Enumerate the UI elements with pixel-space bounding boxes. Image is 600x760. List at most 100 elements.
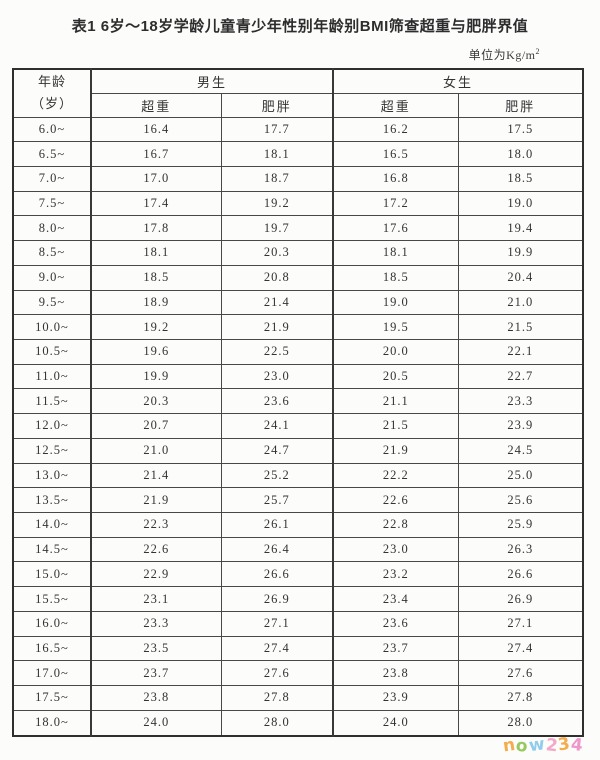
cell-boy_ow: 22.6 [90, 536, 222, 563]
header-boys-obese: 肥胖 [220, 92, 335, 118]
cell-boy_ow: 17.8 [90, 215, 222, 242]
cell-girl_ow: 23.2 [332, 561, 459, 588]
cell-age: 9.5~ [12, 289, 92, 316]
cell-age: 10.0~ [12, 314, 92, 340]
table-row: 11.5~ 20.3 23.6 21.1 23.3 [12, 388, 584, 415]
cell-boy_ow: 18.5 [90, 264, 222, 291]
table-header: 年龄 （岁） 男生 女生 超重 肥胖 超重 肥胖 [12, 68, 584, 118]
cell-girl_ow: 21.9 [332, 437, 459, 464]
cell-girl_ob: 27.1 [457, 610, 584, 637]
cell-age: 18.0~ [12, 709, 92, 737]
cell-age: 16.0~ [12, 610, 92, 637]
cell-girl_ob: 17.5 [457, 116, 584, 143]
cell-age: 8.0~ [12, 215, 92, 242]
cell-boy_ow: 21.4 [90, 462, 222, 489]
cell-girl_ow: 19.0 [332, 289, 459, 316]
cell-boy_ow: 17.4 [90, 190, 222, 217]
cell-boy_ow: 22.3 [90, 512, 222, 538]
cell-boy_ow: 24.0 [90, 709, 222, 737]
cell-boy_ob: 20.8 [220, 264, 335, 291]
cell-girl_ow: 18.1 [332, 240, 459, 266]
cell-girl_ow: 21.1 [332, 388, 459, 415]
cell-boy_ow: 18.9 [90, 289, 222, 316]
cell-boy_ob: 26.9 [220, 586, 335, 612]
unit-superscript: 2 [535, 47, 540, 56]
cell-girl_ow: 17.6 [332, 215, 459, 242]
table-row: 6.0~ 16.4 17.7 16.2 17.5 [12, 116, 584, 143]
cell-girl_ob: 22.7 [457, 363, 584, 390]
table-row: 8.5~ 18.1 20.3 18.1 19.9 [12, 240, 584, 266]
cell-age: 17.5~ [12, 685, 92, 711]
table-row: 9.0~ 18.5 20.8 18.5 20.4 [12, 264, 584, 291]
table-body: 6.0~ 16.4 17.7 16.2 17.5 6.5~ 16.7 18.1 16.5 18.0… [12, 116, 584, 737]
cell-girl_ow: 24.0 [332, 709, 459, 737]
cell-boy_ow: 18.1 [90, 240, 222, 266]
table-row: 17.0~ 23.7 27.6 23.8 27.6 [12, 660, 584, 687]
cell-boy_ob: 26.6 [220, 561, 335, 588]
cell-boy_ob: 25.7 [220, 487, 335, 513]
cell-girl_ob: 25.0 [457, 462, 584, 489]
cell-girl_ob: 27.6 [457, 660, 584, 687]
cell-age: 10.5~ [12, 338, 92, 365]
cell-girl_ow: 16.2 [332, 116, 459, 143]
cell-age: 11.0~ [12, 363, 92, 390]
cell-age: 14.0~ [12, 512, 92, 538]
cell-age: 15.0~ [12, 561, 92, 588]
cell-boy_ob: 26.1 [220, 512, 335, 538]
cell-boy_ow: 21.9 [90, 487, 222, 513]
cell-girl_ob: 23.3 [457, 388, 584, 415]
cell-age: 12.5~ [12, 437, 92, 464]
cell-girl_ow: 20.5 [332, 363, 459, 390]
cell-age: 14.5~ [12, 536, 92, 563]
cell-girl_ow: 19.5 [332, 314, 459, 340]
cell-age: 6.5~ [12, 141, 92, 167]
cell-boy_ob: 22.5 [220, 338, 335, 365]
cell-boy_ow: 23.5 [90, 635, 222, 662]
cell-boy_ob: 24.1 [220, 413, 335, 439]
cell-girl_ob: 22.1 [457, 338, 584, 365]
cell-boy_ob: 23.6 [220, 388, 335, 415]
cell-boy_ob: 28.0 [220, 709, 335, 737]
cell-boy_ob: 17.7 [220, 116, 335, 143]
cell-age: 15.5~ [12, 586, 92, 612]
cell-boy_ob: 20.3 [220, 240, 335, 266]
cell-boy_ob: 19.7 [220, 215, 335, 242]
watermark-logo: now234 [502, 734, 585, 757]
watermark-letter: 4 [570, 734, 585, 757]
cell-girl_ow: 23.9 [332, 685, 459, 711]
cell-boy_ob: 27.8 [220, 685, 335, 711]
cell-girl_ob: 21.5 [457, 314, 584, 340]
cell-age: 12.0~ [12, 413, 92, 439]
table-row: 14.5~ 22.6 26.4 23.0 26.3 [12, 536, 584, 563]
cell-boy_ow: 23.1 [90, 586, 222, 612]
cell-boy_ob: 26.4 [220, 536, 335, 563]
cell-girl_ow: 23.7 [332, 635, 459, 662]
table-row: 16.0~ 23.3 27.1 23.6 27.1 [12, 610, 584, 637]
unit-text: 单位为Kg/m [468, 48, 536, 62]
cell-girl_ob: 28.0 [457, 709, 584, 737]
cell-girl_ow: 22.8 [332, 512, 459, 538]
cell-boy_ob: 23.0 [220, 363, 335, 390]
cell-girl_ob: 19.0 [457, 190, 584, 217]
header-girls: 女生 [332, 68, 584, 94]
cell-girl_ob: 26.9 [457, 586, 584, 612]
cell-girl_ob: 23.9 [457, 413, 584, 439]
cell-boy_ob: 18.1 [220, 141, 335, 167]
cell-age: 7.0~ [12, 165, 92, 192]
table-row: 17.5~ 23.8 27.8 23.9 27.8 [12, 685, 584, 711]
table-row: 7.5~ 17.4 19.2 17.2 19.0 [12, 190, 584, 217]
cell-age: 9.0~ [12, 264, 92, 291]
table-row: 13.0~ 21.4 25.2 22.2 25.0 [12, 462, 584, 489]
cell-age: 13.0~ [12, 462, 92, 489]
table-row: 8.0~ 17.8 19.7 17.6 19.4 [12, 215, 584, 242]
table-row: 13.5~ 21.9 25.7 22.6 25.6 [12, 487, 584, 513]
table-row: 18.0~ 24.0 28.0 24.0 28.0 [12, 709, 584, 737]
cell-boy_ow: 23.3 [90, 610, 222, 637]
page-title: 表1 6岁～18岁学龄儿童青少年性别年龄别BMI筛查超重与肥胖界值 [71, 18, 529, 35]
header-row-measures: 超重 肥胖 超重 肥胖 [13, 92, 584, 118]
cell-girl_ow: 17.2 [332, 190, 459, 217]
cell-girl_ow: 21.5 [332, 413, 459, 439]
header-age-line1: 年龄 [37, 74, 66, 90]
cell-age: 13.5~ [12, 487, 92, 513]
